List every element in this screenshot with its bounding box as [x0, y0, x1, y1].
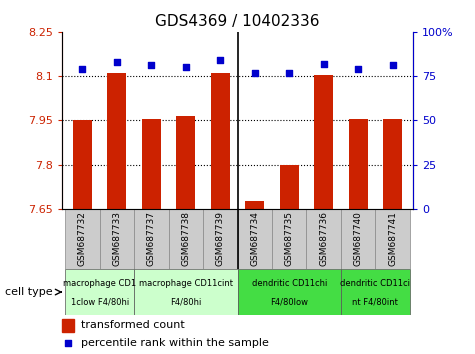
- Bar: [62, 319, 74, 332]
- Text: macrophage CD1: macrophage CD1: [63, 279, 136, 288]
- Point: [285, 70, 293, 75]
- Title: GDS4369 / 10402336: GDS4369 / 10402336: [155, 14, 320, 29]
- Text: 1clow F4/80hi: 1clow F4/80hi: [70, 298, 129, 307]
- Bar: [65, 209, 100, 269]
- Text: F4/80low: F4/80low: [270, 298, 308, 307]
- Bar: [176, 116, 195, 209]
- Bar: [375, 209, 410, 269]
- Text: dendritic CD11ci: dendritic CD11ci: [341, 279, 410, 288]
- Bar: [203, 209, 238, 269]
- Text: GSM687736: GSM687736: [319, 211, 328, 267]
- Bar: [238, 209, 272, 269]
- Bar: [65, 269, 134, 315]
- Text: GSM687732: GSM687732: [78, 211, 87, 267]
- Bar: [73, 120, 92, 209]
- Bar: [349, 119, 368, 209]
- Text: GSM687734: GSM687734: [250, 211, 259, 267]
- Text: GSM687740: GSM687740: [353, 211, 362, 267]
- Bar: [280, 165, 299, 209]
- Text: cell type: cell type: [5, 287, 52, 297]
- Point: [79, 66, 86, 72]
- Text: GSM687738: GSM687738: [181, 211, 190, 267]
- Point: [320, 61, 327, 67]
- Bar: [169, 209, 203, 269]
- Bar: [341, 209, 375, 269]
- Text: GSM687739: GSM687739: [216, 211, 225, 267]
- Bar: [100, 209, 134, 269]
- Point: [251, 71, 258, 76]
- Bar: [306, 209, 341, 269]
- Text: GSM687741: GSM687741: [388, 211, 397, 267]
- Point: [182, 64, 190, 70]
- Bar: [142, 119, 161, 209]
- Text: nt F4/80int: nt F4/80int: [352, 298, 398, 307]
- Bar: [245, 201, 264, 209]
- Bar: [341, 269, 410, 315]
- Text: dendritic CD11chi: dendritic CD11chi: [251, 279, 327, 288]
- Bar: [134, 269, 238, 315]
- Text: GSM687733: GSM687733: [113, 211, 122, 267]
- Bar: [211, 73, 230, 209]
- Bar: [238, 269, 341, 315]
- Text: macrophage CD11cint: macrophage CD11cint: [139, 279, 233, 288]
- Text: transformed count: transformed count: [81, 320, 184, 330]
- Bar: [107, 73, 126, 209]
- Text: F4/80hi: F4/80hi: [170, 298, 201, 307]
- Point: [354, 66, 362, 72]
- Point: [389, 63, 396, 68]
- Bar: [272, 209, 306, 269]
- Point: [148, 63, 155, 68]
- Bar: [134, 209, 169, 269]
- Point: [113, 59, 121, 65]
- Text: percentile rank within the sample: percentile rank within the sample: [81, 338, 269, 348]
- Bar: [383, 119, 402, 209]
- Bar: [314, 75, 333, 209]
- Point: [217, 57, 224, 63]
- Text: GSM687735: GSM687735: [285, 211, 294, 267]
- Text: GSM687737: GSM687737: [147, 211, 156, 267]
